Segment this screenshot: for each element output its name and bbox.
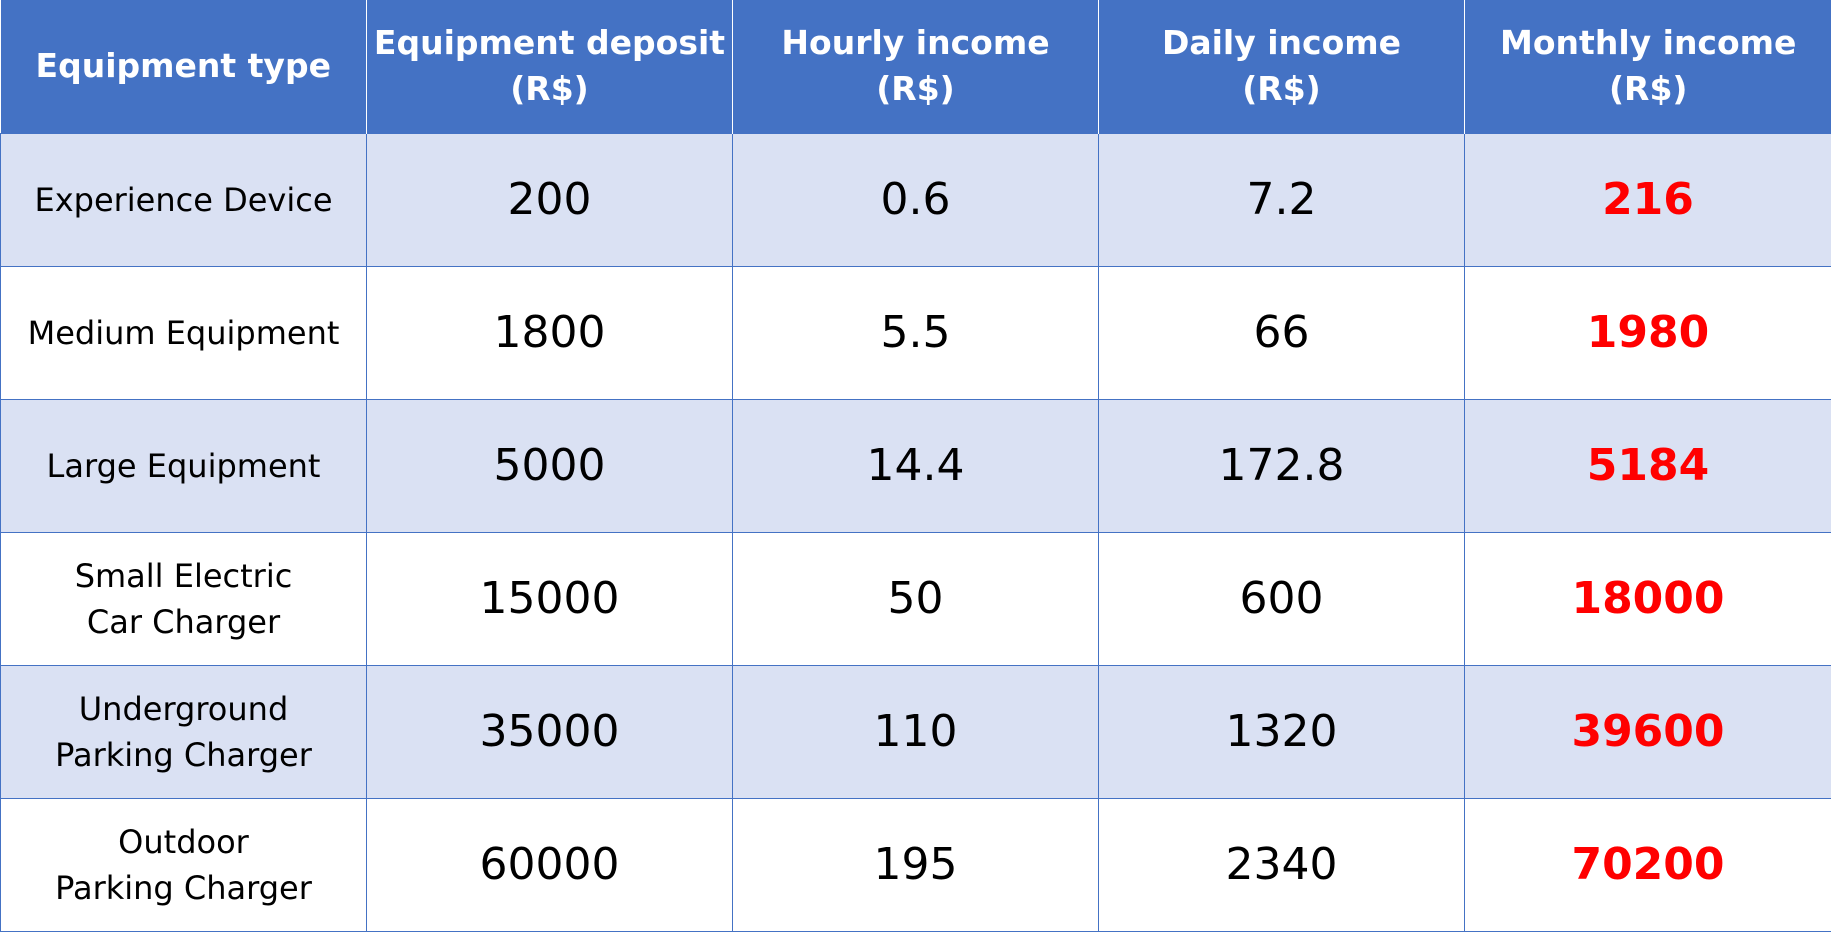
cell-equipment-deposit: 15000 — [366, 531, 733, 666]
cell-equipment-type: Experience Device — [0, 132, 367, 267]
cell-hourly-income: 195 — [732, 797, 1099, 932]
table-row: Underground Parking Charger 35000 110 13… — [0, 664, 1831, 799]
cell-equipment-deposit: 200 — [366, 132, 733, 267]
header-row: Equipment type Equipment deposit (R$) Ho… — [0, 0, 1831, 133]
cell-hourly-income: 0.6 — [732, 132, 1099, 267]
cell-equipment-type: Underground Parking Charger — [0, 664, 367, 799]
header-equipment-deposit: Equipment deposit (R$) — [366, 0, 733, 133]
cell-daily-income: 66 — [1098, 265, 1465, 400]
header-hourly-income: Hourly income (R$) — [732, 0, 1099, 133]
cell-equipment-deposit: 5000 — [366, 398, 733, 533]
header-monthly-income: Monthly income (R$) — [1464, 0, 1831, 133]
cell-hourly-income: 5.5 — [732, 265, 1099, 400]
cell-daily-income: 600 — [1098, 531, 1465, 666]
cell-equipment-type: Small Electric Car Charger — [0, 531, 367, 666]
header-daily-income: Daily income (R$) — [1098, 0, 1465, 133]
table-row: Medium Equipment 1800 5.5 66 1980 — [0, 265, 1831, 400]
cell-monthly-income: 5184 — [1464, 398, 1831, 533]
cell-equipment-type: Medium Equipment — [0, 265, 367, 400]
cell-daily-income: 1320 — [1098, 664, 1465, 799]
cell-equipment-deposit: 35000 — [366, 664, 733, 799]
table-row: Small Electric Car Charger 15000 50 600 … — [0, 531, 1831, 666]
cell-hourly-income: 14.4 — [732, 398, 1099, 533]
cell-equipment-deposit: 1800 — [366, 265, 733, 400]
table-row: Outdoor Parking Charger 60000 195 2340 7… — [0, 797, 1831, 932]
table-row: Large Equipment 5000 14.4 172.8 5184 — [0, 398, 1831, 533]
cell-hourly-income: 110 — [732, 664, 1099, 799]
cell-monthly-income: 1980 — [1464, 265, 1831, 400]
cell-monthly-income: 70200 — [1464, 797, 1831, 932]
cell-hourly-income: 50 — [732, 531, 1099, 666]
cell-monthly-income: 39600 — [1464, 664, 1831, 799]
cell-equipment-deposit: 60000 — [366, 797, 733, 932]
header-equipment-type: Equipment type — [0, 0, 367, 133]
cell-monthly-income: 216 — [1464, 132, 1831, 267]
cell-equipment-type: Outdoor Parking Charger — [0, 797, 367, 932]
cell-daily-income: 2340 — [1098, 797, 1465, 932]
cell-daily-income: 7.2 — [1098, 132, 1465, 267]
cell-daily-income: 172.8 — [1098, 398, 1465, 533]
cell-monthly-income: 18000 — [1464, 531, 1831, 666]
table-row: Experience Device 200 0.6 7.2 216 — [0, 132, 1831, 267]
cell-equipment-type: Large Equipment — [0, 398, 367, 533]
